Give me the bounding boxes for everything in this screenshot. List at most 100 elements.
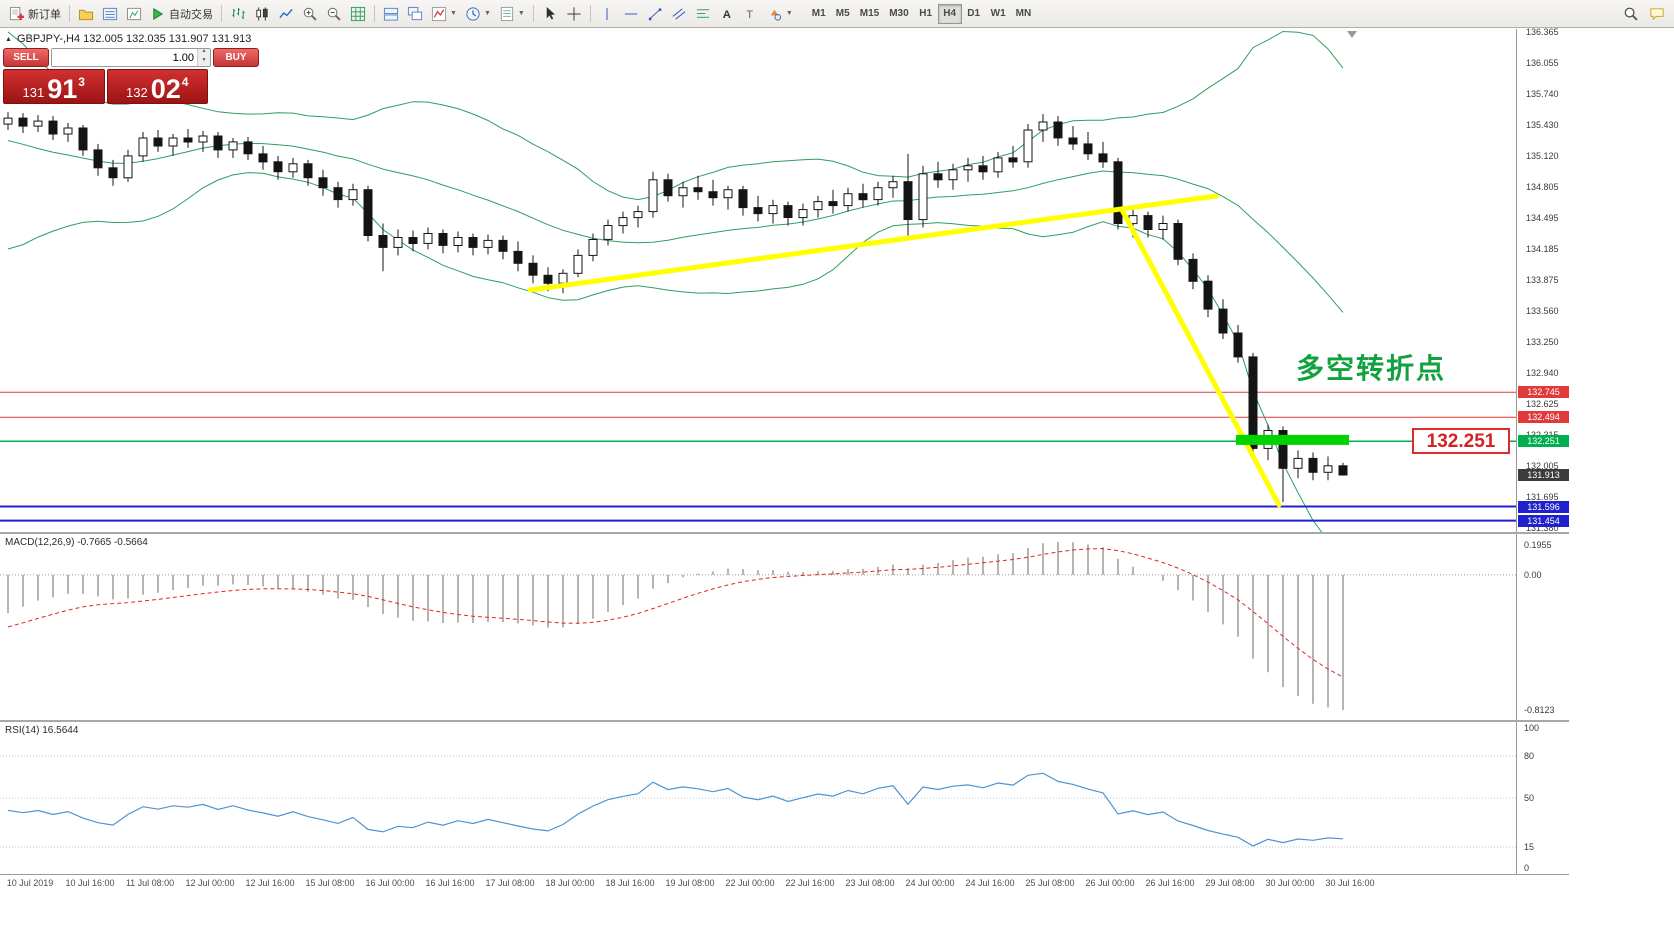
- macd-scale[interactable]: 0.1955 0.00 -0.8123: [1516, 534, 1569, 720]
- sell-price-button[interactable]: 131 91 3: [3, 69, 105, 104]
- chart-shift-marker[interactable]: [1347, 31, 1357, 38]
- symbol-info: GBPJPY-,H4 132.005 132.035 131.907 131.9…: [16, 33, 252, 45]
- indicators-button[interactable]: ▼: [427, 3, 461, 25]
- volume-up-icon[interactable]: ▲: [198, 49, 210, 58]
- templates-button[interactable]: ▼: [495, 3, 529, 25]
- text-button[interactable]: A: [715, 3, 739, 25]
- fibonacci-button[interactable]: [691, 3, 715, 25]
- one-click-collapse-toggle[interactable]: ▲: [5, 35, 12, 43]
- vertical-line-button[interactable]: [595, 3, 619, 25]
- timeframe-toolbar: M1 M5 M15 M30 H1 H4 D1 W1 MN: [807, 3, 1037, 24]
- buy-price-big: 02: [150, 74, 181, 104]
- rsi-scale[interactable]: 100 80 50 15 0: [1516, 722, 1569, 874]
- price-scale[interactable]: 136.365 136.055 135.740 135.430 135.120 134.8…: [1516, 27, 1569, 533]
- cursor-button[interactable]: [538, 3, 562, 25]
- chart-window: 136.365 136.055 135.740 135.430 135.120 134.8…: [0, 27, 1569, 891]
- rsi-chart[interactable]: [0, 722, 1516, 874]
- price-scale-label: 136.055: [1526, 58, 1559, 68]
- toolbar-separator: [374, 5, 375, 22]
- search-button[interactable]: [1619, 3, 1643, 25]
- timeframe-h1-button[interactable]: H1: [914, 4, 938, 24]
- time-axis-label: 24 Jul 00:00: [905, 878, 955, 888]
- level-price-label: 132.251: [1518, 435, 1569, 447]
- timeframe-w1-button[interactable]: W1: [986, 4, 1011, 24]
- trendline-button[interactable]: [643, 3, 667, 25]
- price-scale-label: 135.740: [1526, 89, 1559, 99]
- autotrade-button[interactable]: 自动交易: [146, 3, 217, 25]
- navigator-button[interactable]: [122, 3, 146, 25]
- new-order-button[interactable]: 新订单: [5, 3, 65, 25]
- volume-input[interactable]: [52, 49, 197, 66]
- timeframe-mn-button[interactable]: MN: [1011, 4, 1037, 24]
- rsi-scale-label: 100: [1524, 723, 1540, 733]
- price-scale-label: 134.805: [1526, 182, 1559, 192]
- buy-price-button[interactable]: 132 02 4: [106, 69, 208, 104]
- line-chart-button[interactable]: [274, 3, 298, 25]
- time-axis-label: 30 Jul 00:00: [1265, 878, 1315, 888]
- timeframe-m1-button[interactable]: M1: [807, 4, 831, 24]
- cascade-windows-button[interactable]: [403, 3, 427, 25]
- timeframe-m30-button[interactable]: M30: [884, 4, 913, 24]
- time-axis[interactable]: 10 Jul 2019 10 Jul 16:00 11 Jul 08:00 12 Ju…: [0, 874, 1569, 891]
- time-axis-label: 15 Jul 08:00: [305, 878, 355, 888]
- price-scale-label: 135.430: [1526, 120, 1559, 130]
- sell-button[interactable]: SELL: [3, 48, 49, 67]
- time-axis-label: 29 Jul 08:00: [1205, 878, 1255, 888]
- horizontal-line-button[interactable]: [619, 3, 643, 25]
- toolbar-separator: [221, 5, 222, 22]
- rsi-pane: 100 80 50 15 0 RSI(14) 16.5644: [0, 722, 1569, 874]
- crosshair-button[interactable]: [562, 3, 586, 25]
- price-scale-label: 131.380: [1526, 523, 1559, 533]
- level-price-label: 131.454: [1518, 515, 1569, 527]
- time-axis-label: 26 Jul 00:00: [1085, 878, 1135, 888]
- candle-chart-button[interactable]: [250, 3, 274, 25]
- market-watch-button[interactable]: [98, 3, 122, 25]
- level-price-label: 131.596: [1518, 501, 1569, 513]
- sell-price-big: 91: [47, 74, 78, 104]
- macd-pane: 0.1955 0.00 -0.8123 MACD(12,26,9) -0.7665 …: [0, 534, 1569, 720]
- macd-chart[interactable]: [0, 534, 1516, 720]
- level-price-label: 132.494: [1518, 411, 1569, 423]
- time-axis-label: 25 Jul 08:00: [1025, 878, 1075, 888]
- buy-button[interactable]: BUY: [213, 48, 259, 67]
- timeframe-h4-button[interactable]: H4: [937, 3, 962, 24]
- channel-button[interactable]: [667, 3, 691, 25]
- timeframe-m5-button[interactable]: M5: [831, 4, 855, 24]
- rsi-splitter[interactable]: [0, 720, 1569, 722]
- rsi-scale-label: 0: [1524, 863, 1530, 873]
- trend-reversal-annotation[interactable]: 多空转折点: [1296, 353, 1447, 384]
- tile-windows-button[interactable]: [379, 3, 403, 25]
- time-axis-label: 18 Jul 16:00: [605, 878, 655, 888]
- time-axis-label: 12 Jul 00:00: [185, 878, 235, 888]
- level-price-label: 132.745: [1518, 386, 1569, 398]
- price-scale-label: 136.365: [1526, 27, 1559, 37]
- svg-text:A: A: [723, 9, 731, 21]
- time-axis-label: 24 Jul 16:00: [965, 878, 1015, 888]
- zoom-out-button[interactable]: [322, 3, 346, 25]
- grid-button[interactable]: [346, 3, 370, 25]
- volume-field[interactable]: ▲ ▼: [51, 48, 211, 67]
- price-callout[interactable]: 132.251: [1412, 428, 1510, 454]
- macd-splitter[interactable]: [0, 532, 1569, 534]
- chat-button[interactable]: [1645, 3, 1669, 25]
- macd-scale-label: 0.1955: [1524, 540, 1552, 550]
- periods-button[interactable]: ▼: [461, 3, 495, 25]
- timeframe-d1-button[interactable]: D1: [962, 4, 986, 24]
- chart-profiles-button[interactable]: [74, 3, 98, 25]
- price-scale-label: 131.695: [1526, 492, 1559, 502]
- sell-price-sup: 3: [78, 75, 85, 89]
- label-button[interactable]: T: [739, 3, 763, 25]
- price-scale-label: 133.560: [1526, 306, 1559, 316]
- sell-price-small: 131: [22, 85, 45, 100]
- timeframe-m15-button[interactable]: M15: [855, 4, 884, 24]
- zoom-in-button[interactable]: [298, 3, 322, 25]
- volume-down-icon[interactable]: ▼: [198, 57, 210, 66]
- bar-chart-button[interactable]: [226, 3, 250, 25]
- price-scale-label: 135.120: [1526, 151, 1559, 161]
- macd-label: MACD(12,26,9) -0.7665 -0.5664: [5, 537, 148, 548]
- candlestick-chart[interactable]: [0, 29, 1516, 532]
- volume-spinner[interactable]: ▲ ▼: [197, 49, 210, 66]
- time-axis-label: 16 Jul 16:00: [425, 878, 475, 888]
- shapes-button[interactable]: ▼: [763, 3, 797, 25]
